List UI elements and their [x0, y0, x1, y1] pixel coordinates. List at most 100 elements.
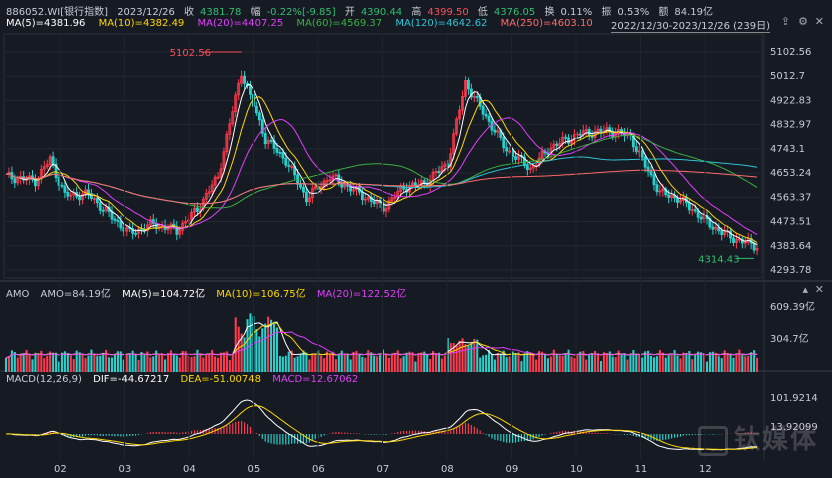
volume-bar: [334, 359, 337, 372]
volume-bar: [102, 352, 105, 372]
amo-legend: AMO AMO=84.19亿 MA(5)=104.72亿 MA(10)=106.…: [6, 285, 414, 300]
amo-close-icon[interactable]: ✕: [814, 283, 824, 296]
macd-tick-label: 13.92099: [770, 422, 818, 433]
price-tick-label: 4293.78: [770, 265, 811, 276]
volume-bar: [349, 359, 352, 372]
candle-body: [422, 180, 426, 184]
volume-bar: [93, 354, 96, 372]
candle-body: [558, 143, 562, 147]
macd-value: MACD=12.67062: [272, 374, 359, 385]
volume-bar: [467, 345, 470, 372]
watermark-text: 钛媒体: [733, 425, 818, 455]
candle-body: [228, 123, 232, 135]
candle-body: [555, 143, 559, 147]
candle-body: [514, 156, 517, 160]
candle-body: [266, 140, 270, 145]
macd-dif: DIF=-44.67217: [93, 374, 170, 385]
volume-bar: [116, 351, 119, 372]
volume-bar: [655, 356, 658, 372]
volume-bar: [75, 350, 78, 372]
ma250-line: [5, 169, 758, 205]
candle-body: [166, 228, 170, 231]
date-range-selector[interactable]: 2022/12/30-2023/12/26 (239日): [611, 17, 770, 33]
candle-body: [231, 111, 235, 125]
candle-body: [304, 191, 308, 203]
volume-bar: [720, 358, 723, 372]
low-label: 低: [477, 7, 488, 18]
volume-bar: [399, 358, 402, 372]
volume-bar: [638, 355, 641, 372]
candle-body: [413, 182, 417, 186]
candle-body: [269, 140, 273, 142]
candle-body: [160, 225, 164, 227]
candle-body: [487, 115, 491, 122]
candle-body: [634, 146, 638, 152]
candle-body: [534, 164, 538, 167]
volume-bar: [122, 359, 125, 372]
volume-bar: [28, 354, 31, 372]
volume-bar: [661, 352, 664, 372]
amo-collapse-icon[interactable]: ▴: [802, 283, 808, 296]
volume-bar: [688, 351, 691, 372]
candle-body: [137, 228, 140, 234]
candle-body: [720, 230, 724, 236]
candle-body: [399, 185, 403, 192]
volume-bar: [697, 351, 700, 372]
candle-body: [78, 196, 82, 201]
volume-bar: [246, 319, 249, 372]
candle-body: [552, 143, 556, 149]
volume-bar: [278, 355, 281, 372]
volume-bar: [549, 356, 552, 372]
volume-bar: [258, 336, 261, 372]
x-tick-label: 12: [699, 464, 712, 475]
candle-body: [131, 228, 135, 234]
volume-bar: [741, 355, 744, 372]
amplitude-value: 0.53%: [617, 7, 650, 18]
candle-body: [687, 202, 691, 211]
price-tick-label: 4383.64: [770, 241, 811, 252]
volume-bar: [629, 353, 632, 372]
volume-bar: [175, 355, 178, 372]
candle-body: [461, 96, 464, 111]
high-value: 4399.50: [427, 7, 469, 18]
volume-bar: [140, 352, 143, 372]
volume-bar: [172, 354, 175, 372]
ma10-label: MA(10)=4382.49: [98, 18, 185, 29]
candle-body: [640, 150, 644, 158]
price-tick-label: 4922.83: [770, 95, 811, 106]
candle-body: [649, 170, 653, 176]
volume-bar: [434, 353, 438, 372]
volume-bar: [113, 354, 117, 372]
candle-body: [655, 184, 659, 193]
x-tick-label: 07: [377, 464, 390, 475]
candle-body: [481, 105, 485, 115]
ma250-label: MA(250)=4603.10: [500, 18, 593, 29]
volume-bar: [337, 354, 340, 372]
volume-bar: [16, 357, 19, 372]
change-label: 幅: [250, 7, 261, 18]
candle-body: [98, 202, 102, 211]
amount-value: 84.19亿: [674, 7, 714, 18]
volume-bar: [573, 358, 576, 372]
volume-bar: [479, 357, 482, 372]
volume-bar: [367, 350, 370, 372]
volume-bar: [744, 356, 747, 372]
volume-bar: [49, 351, 52, 372]
volume-bar: [476, 339, 479, 372]
candle-body: [584, 129, 588, 132]
close-icon[interactable]: ✕: [814, 15, 824, 28]
volume-bar: [429, 359, 432, 372]
price-tick-label: 4653.24: [770, 168, 811, 179]
volume-bar: [96, 356, 99, 372]
price-tick-label: 5102.56: [770, 47, 811, 58]
export-icon[interactable]: ⇪: [780, 15, 790, 28]
volume-bar: [275, 327, 278, 372]
candle-body: [752, 242, 756, 251]
settings-icon[interactable]: ⚙: [798, 15, 808, 28]
candle-body: [690, 209, 694, 212]
candle-body: [216, 176, 220, 179]
volume-bar: [205, 354, 208, 372]
volume-bar: [152, 356, 155, 372]
candle-body: [564, 136, 568, 139]
